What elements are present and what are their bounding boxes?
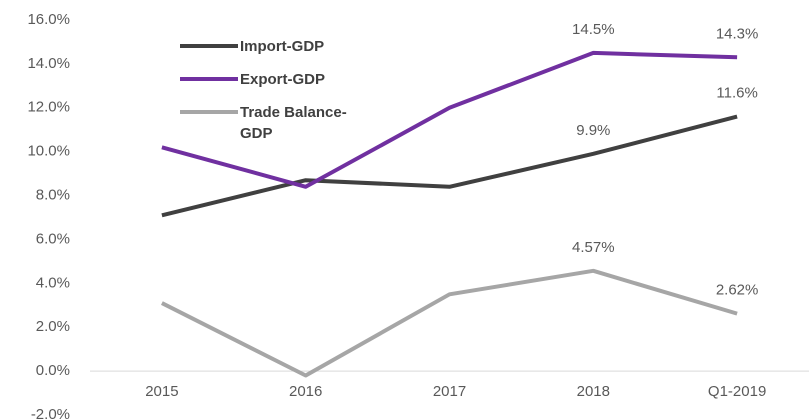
y-tick-label: 8.0% (36, 187, 70, 204)
data-label: 9.9% (576, 122, 610, 139)
legend-swatch (180, 110, 238, 114)
y-tick-label: 4.0% (36, 274, 70, 291)
data-label: 11.6% (716, 85, 757, 102)
y-tick-label: 16.0% (27, 11, 70, 28)
y-tick-label: 2.0% (36, 318, 70, 335)
legend-item: Import-GDP (180, 36, 365, 57)
legend: Import-GDP Export-GDP Trade Balance-GDP (180, 36, 365, 156)
y-tick-label: 12.0% (27, 99, 70, 116)
x-tick-label: 2017 (433, 383, 466, 400)
y-tick-label: 14.0% (27, 55, 70, 72)
y-tick-label: -2.0% (31, 406, 70, 420)
legend-label: Trade Balance-GDP (240, 104, 347, 142)
data-label: 4.57% (572, 239, 615, 256)
y-tick-label: 0.0% (36, 362, 70, 379)
data-label: 14.3% (716, 25, 759, 42)
x-tick-label: Q1-2019 (708, 383, 766, 400)
data-label: 14.5% (572, 21, 615, 38)
legend-label: Export-GDP (240, 71, 326, 88)
series-line (161, 268, 738, 378)
series-line (161, 50, 738, 189)
y-tick-label: 10.0% (27, 143, 70, 160)
x-tick-label: 2018 (577, 383, 610, 400)
legend-item: Trade Balance-GDP (180, 102, 365, 144)
y-tick-label: 6.0% (36, 230, 70, 247)
x-tick-label: 2016 (289, 383, 322, 400)
legend-swatch (180, 77, 238, 81)
legend-swatch (180, 44, 238, 48)
legend-item: Export-GDP (180, 69, 365, 90)
series-line (161, 114, 738, 218)
x-tick-label: 2015 (145, 383, 178, 400)
legend-label: Import-GDP (240, 38, 325, 55)
data-label: 2.62% (716, 282, 759, 299)
